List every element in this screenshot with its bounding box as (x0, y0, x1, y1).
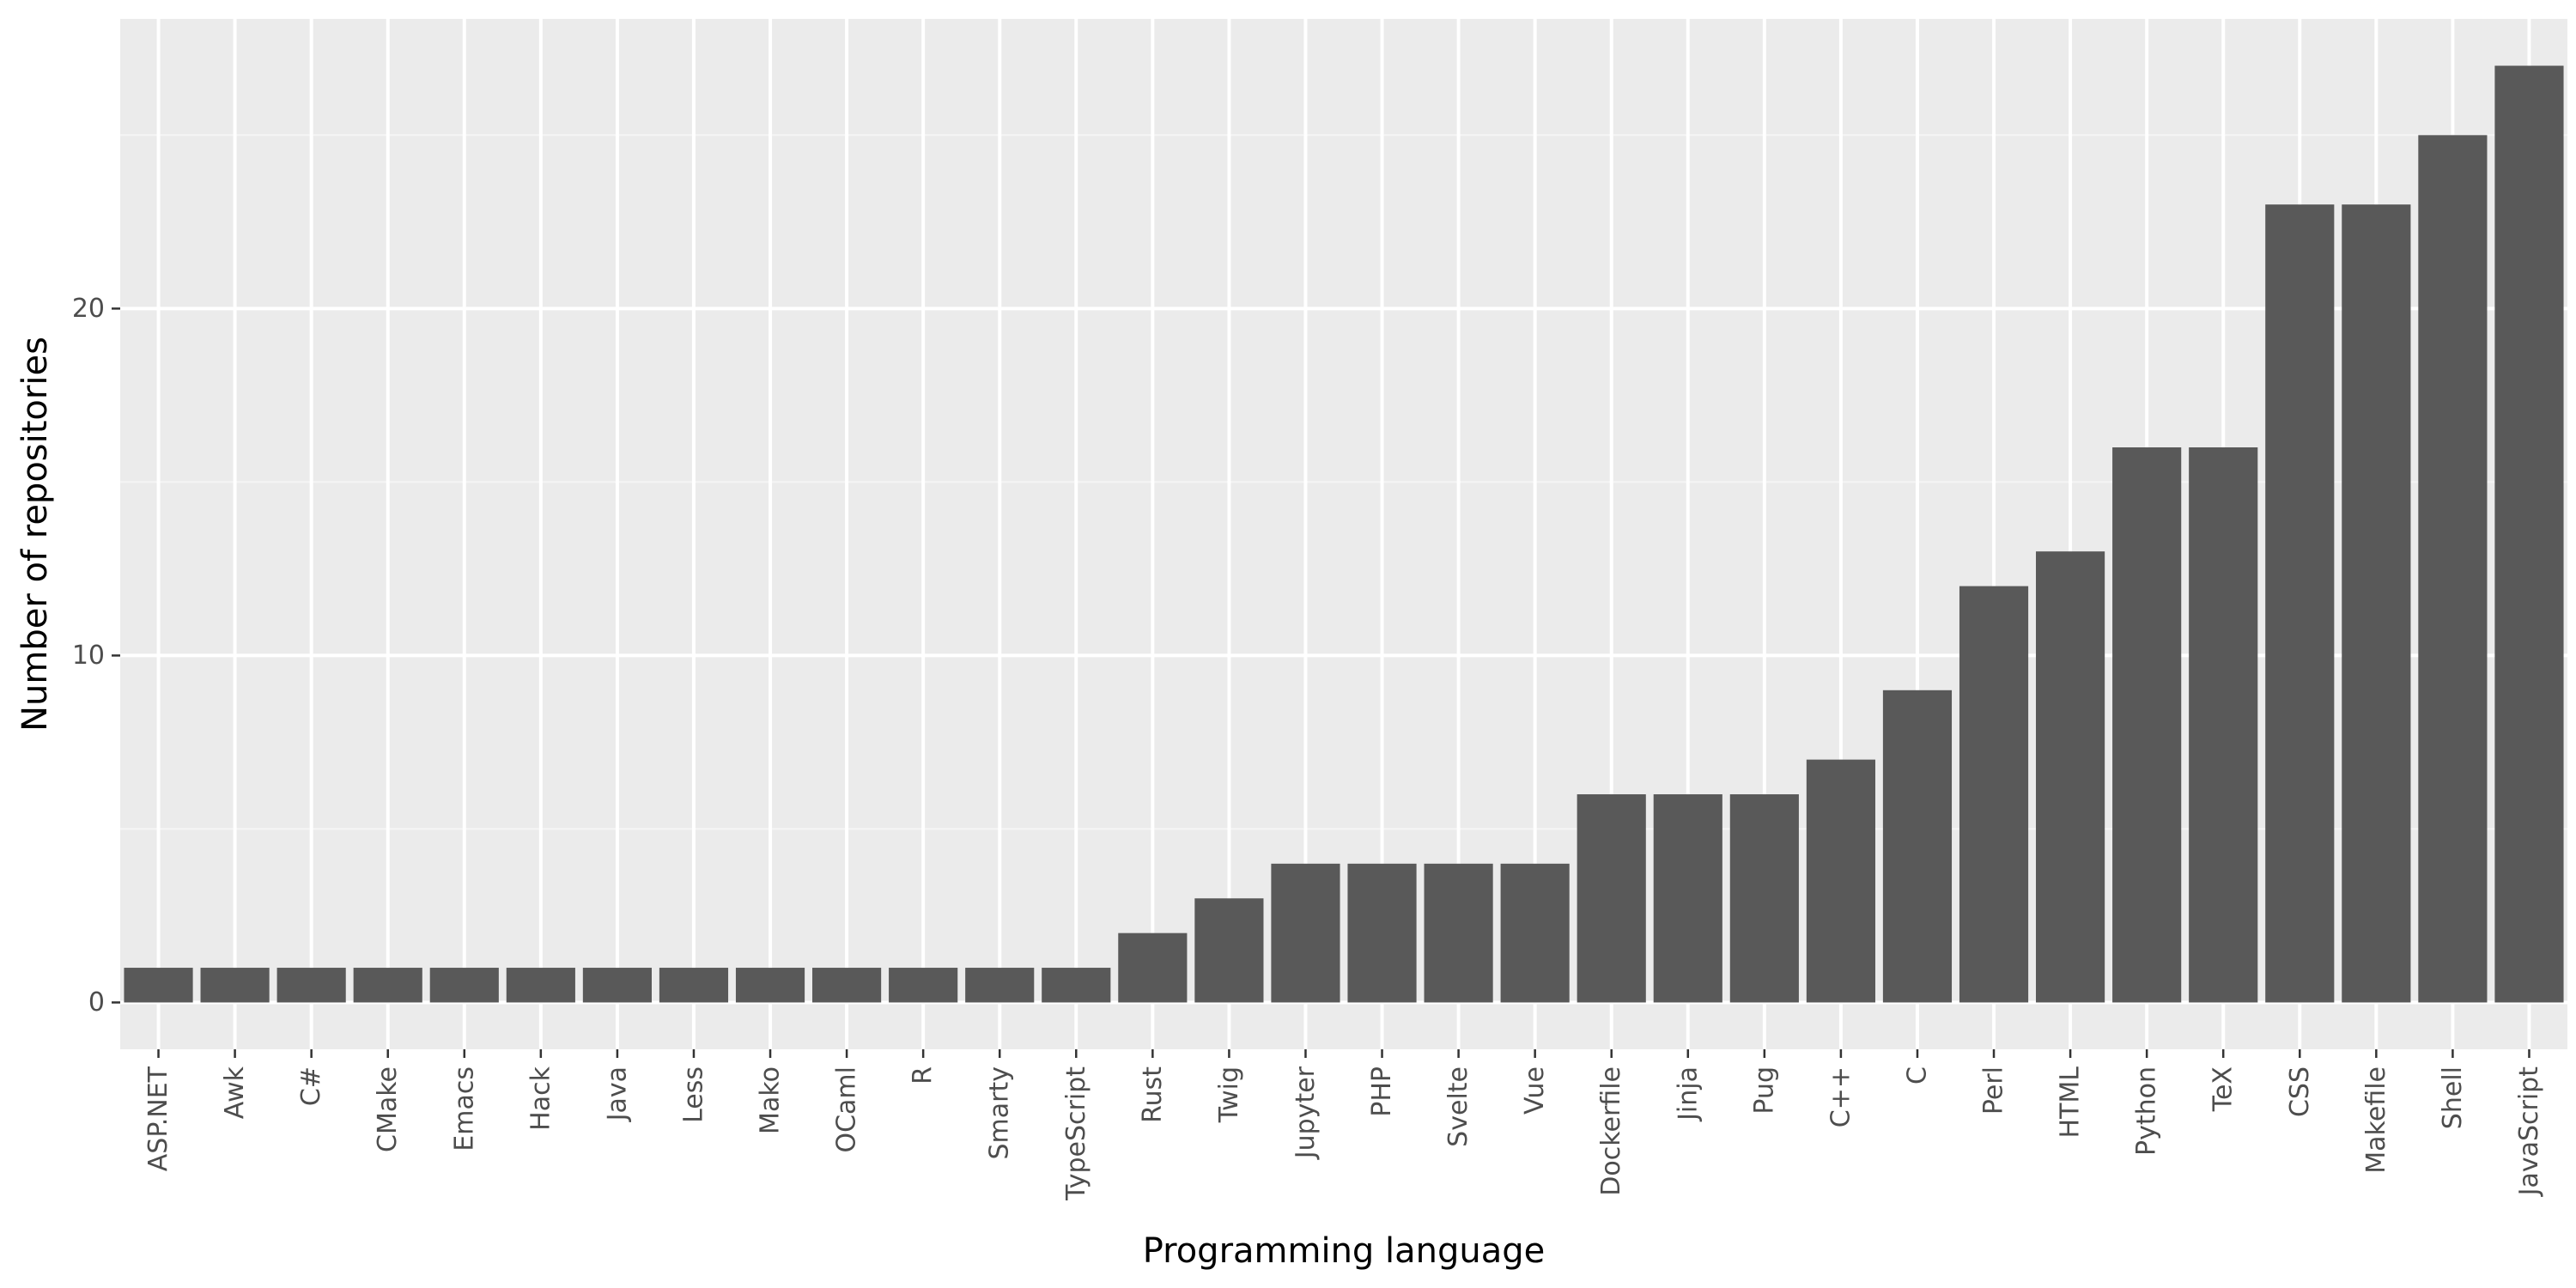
bar-python (2112, 447, 2182, 1003)
x-tick-label: Java (602, 1066, 632, 1122)
x-tick-label: TeX (2208, 1066, 2239, 1112)
bar-javascript (2494, 65, 2564, 1003)
x-tick-label: C++ (1826, 1066, 1856, 1127)
x-tick-label: C# (296, 1066, 326, 1106)
y-tick-label: 20 (72, 294, 105, 324)
x-tick-label: Jupyter (1291, 1066, 1321, 1160)
y-tick-label: 0 (88, 987, 105, 1018)
x-tick-label: Rust (1138, 1066, 1168, 1123)
x-axis-title: Programming language (1143, 1231, 1546, 1271)
bars (124, 65, 2564, 1003)
x-tick-label: ASP.NET (143, 1066, 173, 1171)
x-tick-label: Pug (1749, 1066, 1779, 1115)
x-tick-label: CSS (2285, 1066, 2315, 1117)
bar-php (1347, 863, 1417, 1003)
x-axis: ASP.NET Awk C# CMake Emacs Hack Java Less Mako OC… (143, 1049, 2544, 1201)
bar-shell (2418, 135, 2488, 1003)
x-tick-label: Svelte (1443, 1066, 1473, 1147)
x-tick-label: Vue (1520, 1066, 1550, 1115)
bar-awk (200, 968, 270, 1003)
bar-mako (735, 968, 805, 1003)
bar-vue (1500, 863, 1570, 1003)
y-axis-title: Number of repositories (15, 337, 55, 732)
bar-pug (1729, 794, 1799, 1003)
bar-jinja (1653, 794, 1722, 1003)
bar-jupyter (1271, 863, 1340, 1003)
x-tick-label: TypeScript (1061, 1066, 1091, 1201)
bar-smarty (965, 968, 1035, 1003)
x-tick-label: Emacs (449, 1066, 479, 1151)
x-tick-label: Hack (526, 1066, 556, 1130)
bar-perl (1959, 586, 2029, 1003)
x-tick-label: JavaScript (2514, 1066, 2544, 1198)
x-tick-label: Dockerfile (1596, 1066, 1626, 1196)
bar-svelte (1424, 863, 1493, 1003)
bar-typescript (1042, 968, 1111, 1003)
x-tick-label: R (908, 1066, 939, 1084)
x-tick-label: Awk (220, 1066, 250, 1119)
x-tick-label: Twig (1214, 1066, 1244, 1123)
x-tick-label: Smarty (985, 1066, 1015, 1160)
bar-emacs (429, 968, 499, 1003)
x-tick-label: C (1902, 1066, 1932, 1084)
bar-c- (1806, 759, 1875, 1003)
x-tick-label: CMake (373, 1066, 403, 1152)
bar-tex (2189, 447, 2258, 1003)
bar-c- (276, 968, 346, 1003)
y-tick-label: 10 (72, 641, 105, 671)
bar-css (2265, 204, 2335, 1003)
x-tick-label: HTML (2056, 1066, 2086, 1139)
x-tick-label: Python (2132, 1066, 2162, 1156)
bar-dockerfile (1577, 794, 1646, 1003)
bar-c (1882, 690, 1953, 1003)
x-tick-label: Perl (1979, 1066, 2009, 1115)
x-tick-label: Makefile (2361, 1066, 2391, 1174)
bar-r (889, 968, 958, 1003)
x-tick-label: Jinja (1673, 1066, 1703, 1122)
bar-ocaml (812, 968, 882, 1003)
y-axis: 0 10 20 (72, 294, 120, 1018)
x-tick-label: Less (678, 1066, 708, 1123)
bar-html (2036, 551, 2105, 1003)
bar-asp-net (124, 968, 193, 1003)
x-tick-label: OCaml (832, 1066, 862, 1153)
bar-java (582, 968, 652, 1003)
bar-less (659, 968, 729, 1003)
bar-twig (1194, 898, 1264, 1003)
bar-rust (1118, 933, 1188, 1003)
bar-hack (506, 968, 575, 1003)
bar-makefile (2342, 204, 2411, 1003)
x-tick-label: PHP (1367, 1066, 1397, 1117)
x-tick-label: Mako (756, 1066, 786, 1134)
bar-cmake (353, 968, 422, 1003)
x-tick-label: Shell (2438, 1066, 2468, 1129)
